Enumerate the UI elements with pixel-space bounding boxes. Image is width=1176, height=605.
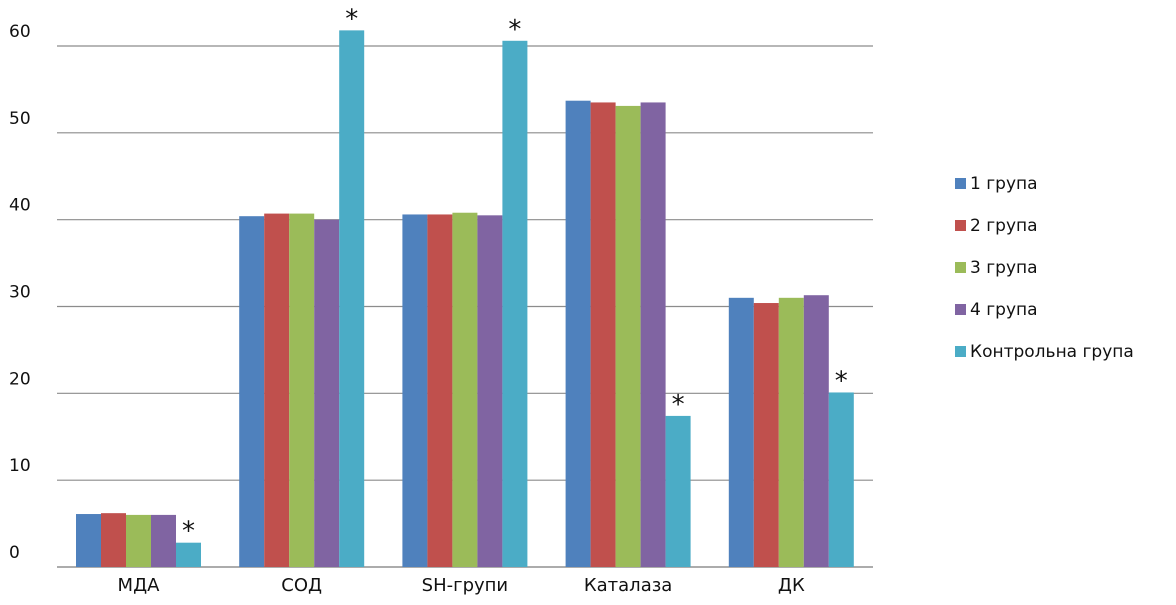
legend-swatch (955, 304, 966, 315)
bar-series5-cat2 (339, 30, 365, 568)
bar-series4-cat5 (803, 295, 829, 567)
bar-series2-cat4 (590, 102, 616, 568)
legend-swatch (955, 346, 966, 357)
x-category-label: SH-групи (422, 575, 508, 596)
bar-series4-cat4 (640, 102, 666, 568)
bar-series5-cat5 (828, 392, 854, 567)
bar-series5-cat4 (665, 415, 691, 567)
significance-marker: * (508, 15, 521, 45)
bar-series4-cat1 (151, 514, 176, 567)
significance-marker: * (182, 517, 195, 547)
legend-label: 4 група (970, 300, 1038, 320)
significance-markers: * * * * * (182, 4, 848, 546)
significance-marker: * (835, 366, 848, 396)
bar-series2-cat5 (753, 303, 779, 567)
legend-swatch (955, 262, 966, 273)
bar-series1-cat2 (239, 216, 265, 567)
bar-series5-cat3 (502, 40, 528, 568)
bar-series5-cat1 (176, 542, 201, 567)
y-tick-label: 60 (9, 22, 31, 42)
bar-series3-cat4 (615, 105, 641, 567)
bar-series3-cat1 (126, 514, 151, 567)
y-axis-ticks: 0 10 20 30 40 50 60 (9, 22, 31, 563)
legend-label: 2 група (970, 216, 1038, 236)
bar-series4-cat2 (314, 219, 340, 567)
y-tick-label: 30 (9, 283, 31, 303)
bar-series2-cat1 (101, 513, 126, 567)
significance-marker: * (345, 4, 358, 34)
y-tick-label: 10 (9, 456, 31, 476)
x-axis-categories: МДА СОД SH-групи Каталаза ДК (118, 575, 805, 596)
x-category-label: ДК (778, 575, 805, 596)
legend-label: Контрольна група (970, 342, 1134, 362)
x-category-label: СОД (281, 575, 322, 596)
significance-marker: * (672, 390, 685, 420)
bar-series2-cat3 (427, 214, 453, 567)
bar-series3-cat2 (289, 213, 315, 568)
bar-series4-cat3 (477, 215, 503, 567)
legend: 1 група 2 група 3 група 4 група Контрольна г… (955, 174, 1134, 362)
legend-label: 1 група (970, 174, 1038, 194)
y-tick-label: 0 (9, 543, 20, 563)
bar-series1-cat3 (402, 214, 428, 567)
bar-series3-cat3 (452, 212, 478, 567)
bar-series2-cat2 (264, 213, 290, 568)
legend-swatch (955, 178, 966, 189)
x-category-label: МДА (118, 575, 161, 596)
bars (76, 30, 854, 568)
y-tick-label: 40 (9, 196, 31, 216)
legend-swatch (955, 220, 966, 231)
legend-label: 3 група (970, 258, 1038, 278)
y-tick-label: 50 (9, 109, 31, 129)
x-category-label: Каталаза (584, 575, 672, 596)
bar-series1-cat4 (565, 100, 591, 567)
y-tick-label: 20 (9, 369, 31, 389)
bar-series3-cat5 (778, 297, 804, 567)
bar-series1-cat5 (728, 297, 754, 567)
bar-series1-cat1 (76, 514, 101, 567)
